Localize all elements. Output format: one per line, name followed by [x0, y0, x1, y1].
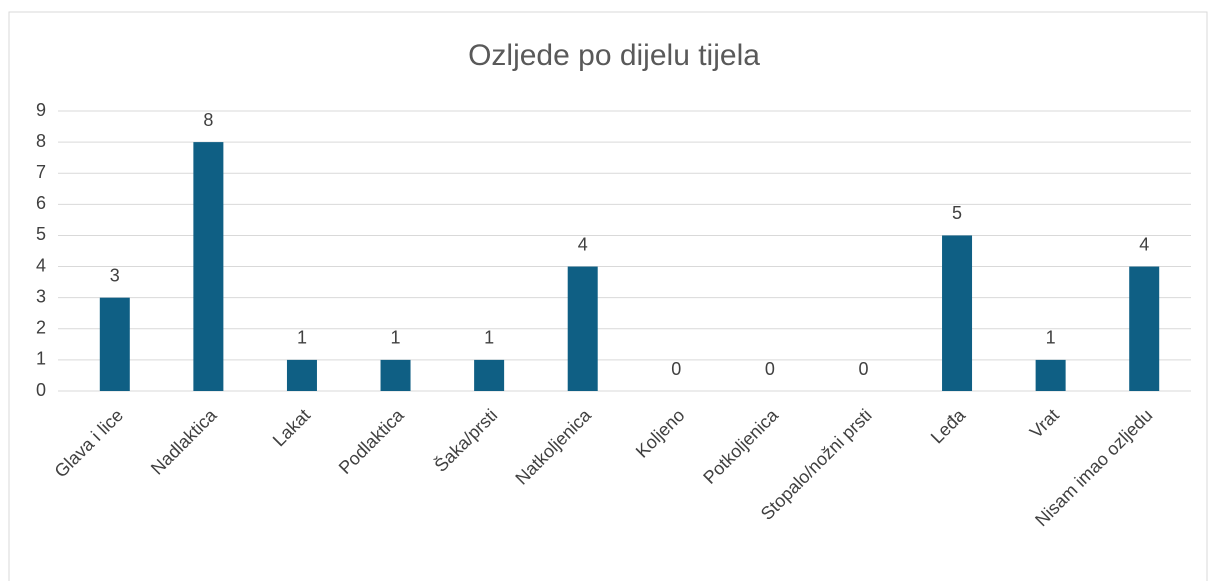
y-tick-label: 8	[36, 131, 46, 151]
bar	[567, 266, 598, 391]
y-tick-label: 2	[36, 318, 46, 338]
bar	[474, 359, 505, 391]
data-label: 4	[1139, 234, 1149, 254]
y-tick-label: 7	[36, 162, 46, 182]
y-tick-label: 3	[36, 286, 46, 306]
data-label: 1	[391, 328, 401, 348]
data-label: 0	[858, 359, 868, 379]
y-tick-label: 0	[36, 380, 46, 400]
y-tick-label: 9	[36, 100, 46, 120]
bar	[99, 297, 130, 391]
y-tick-label: 6	[36, 193, 46, 213]
y-tick-label: 5	[36, 224, 46, 244]
bar	[193, 142, 224, 391]
data-label: 8	[203, 110, 213, 130]
bar	[1035, 359, 1066, 391]
data-label: 0	[765, 359, 775, 379]
chart-frame	[8, 11, 1208, 586]
data-label: 3	[110, 265, 120, 285]
data-label: 1	[297, 328, 307, 348]
data-label: 4	[578, 234, 588, 254]
y-tick-label: 4	[36, 255, 46, 275]
data-label: 0	[671, 359, 681, 379]
data-label: 5	[952, 203, 962, 223]
bar	[1129, 266, 1160, 391]
data-label: 1	[484, 328, 494, 348]
y-tick-label: 1	[36, 349, 46, 369]
bar	[942, 235, 973, 391]
chart-title: Ozljede po dijelu tijela	[468, 39, 760, 72]
bar	[286, 359, 317, 391]
bar	[380, 359, 411, 391]
data-label: 1	[1046, 328, 1056, 348]
